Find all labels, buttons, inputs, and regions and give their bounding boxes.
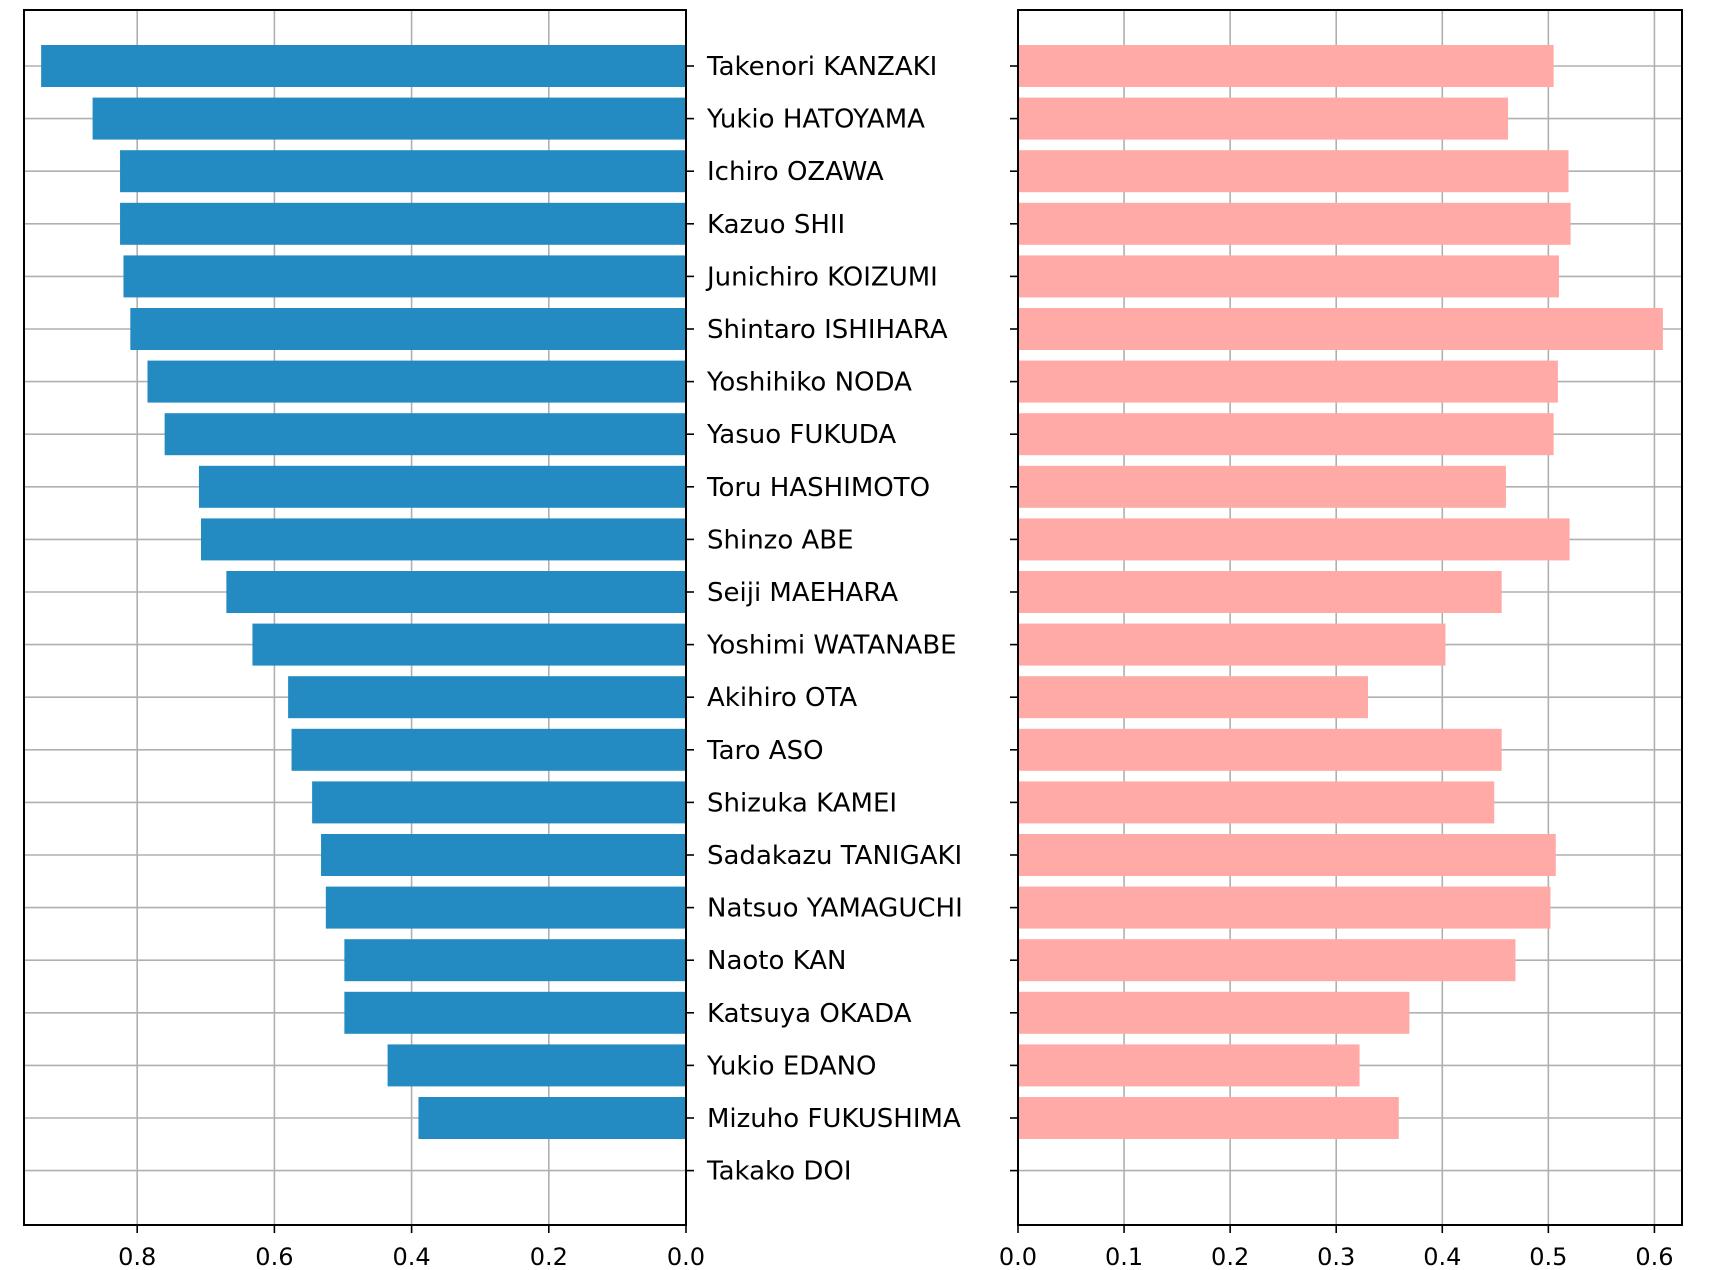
category-label: Yukio HATOYAMA	[706, 105, 925, 135]
right-bar-0	[1018, 45, 1554, 87]
category-label: Yukio EDANO	[706, 1051, 877, 1081]
left-bar-15	[321, 834, 686, 876]
right-bar-2	[1018, 150, 1569, 193]
left-bar-0	[41, 45, 686, 87]
right-bar-15	[1018, 834, 1556, 876]
right-bar-18	[1018, 991, 1410, 1034]
category-label: Shizuka KAMEI	[707, 788, 897, 818]
category-label: Seiji MAEHARA	[707, 578, 898, 608]
left-bar-20	[418, 1097, 686, 1139]
category-label: Yasuo FUKUDA	[706, 420, 896, 450]
right-xtick-label-1: 0.1	[1105, 1243, 1143, 1270]
category-label: Toru HASHIMOTO	[706, 473, 930, 503]
category-label: Shinzo ABE	[707, 525, 854, 555]
left-xtick-label-3: 0.2	[530, 1243, 568, 1270]
left-axes-frame	[23, 9, 687, 1226]
right-xtick-label-2: 0.2	[1211, 1243, 1249, 1270]
category-label: Shintaro ISHIHARA	[707, 315, 948, 345]
left-bar-5	[130, 308, 686, 350]
left-bar-16	[325, 886, 686, 929]
category-label: Takenori KANZAKI	[706, 52, 937, 82]
right-bar-11	[1018, 623, 1446, 666]
right-xtick-label-4: 0.4	[1423, 1243, 1461, 1270]
right-bar-16	[1018, 886, 1551, 929]
category-label: Yoshihiko NODA	[706, 368, 912, 398]
right-xtick-label-5: 0.5	[1529, 1243, 1567, 1270]
right-bar-1	[1018, 97, 1509, 140]
right-bar-6	[1018, 360, 1558, 403]
category-labels: Takenori KANZAKI Yukio HATOYAMA Ichiro OZA…	[705, 52, 963, 1187]
right-bar-10	[1018, 571, 1502, 613]
right-panel: 0.0 0.1 0.2 0.3 0.4 0.5 0.6	[999, 9, 1683, 1270]
right-bar-20	[1018, 1097, 1399, 1139]
right-bar-17	[1018, 939, 1516, 982]
category-label: Taro ASO	[706, 736, 824, 766]
right-bar-4	[1018, 255, 1559, 298]
category-label: Junichiro KOIZUMI	[705, 262, 938, 292]
category-label: Mizuho FUKUSHIMA	[707, 1104, 961, 1134]
category-label: Takako DOI	[706, 1157, 852, 1187]
left-bar-4	[123, 255, 687, 298]
left-bar-6	[147, 360, 686, 403]
right-bar-8	[1018, 465, 1506, 508]
left-bar-1	[92, 97, 687, 140]
left-bar-7	[164, 413, 686, 456]
right-bar-13	[1018, 728, 1502, 771]
left-bar-9	[200, 518, 687, 561]
right-bar-12	[1018, 676, 1369, 719]
category-label: Natsuo YAMAGUCHI	[707, 894, 963, 924]
left-bar-19	[387, 1044, 686, 1087]
left-bar-12	[288, 676, 686, 719]
right-xtick-label-6: 0.6	[1635, 1243, 1673, 1270]
right-bar-19	[1018, 1044, 1360, 1087]
right-bar-9	[1018, 518, 1570, 561]
left-bar-8	[198, 465, 686, 508]
right-axes-frame	[1017, 9, 1683, 1226]
category-label: Akihiro OTA	[707, 683, 857, 713]
right-bar-5	[1018, 308, 1663, 350]
left-bar-13	[291, 728, 686, 771]
category-label: Katsuya OKADA	[707, 999, 912, 1029]
left-bar-11	[252, 623, 686, 666]
left-panel: 0.8 0.6 0.4 0.2 0.0	[23, 9, 705, 1270]
left-bar-10	[226, 571, 687, 613]
right-xtick-label-0: 0.0	[999, 1243, 1037, 1270]
category-label: Ichiro OZAWA	[707, 157, 884, 187]
right-bar-7	[1018, 413, 1554, 456]
category-label: Sadakazu TANIGAKI	[707, 841, 962, 871]
left-xtick-label-1: 0.6	[255, 1243, 293, 1270]
left-bar-2	[120, 150, 687, 193]
left-bar-3	[120, 202, 687, 245]
category-label: Yoshimi WATANABE	[706, 631, 957, 661]
left-xtick-label-0: 0.8	[118, 1243, 156, 1270]
left-bar-17	[344, 939, 686, 982]
right-bar-3	[1018, 202, 1571, 245]
category-label: Kazuo SHII	[707, 210, 845, 240]
left-bar-14	[312, 781, 686, 824]
left-bar-18	[344, 991, 686, 1034]
left-xtick-label-2: 0.4	[393, 1243, 431, 1270]
category-label: Naoto KAN	[707, 946, 846, 976]
right-xtick-label-3: 0.3	[1317, 1243, 1355, 1270]
right-bar-14	[1018, 781, 1495, 824]
left-xtick-label-4: 0.0	[667, 1243, 705, 1270]
